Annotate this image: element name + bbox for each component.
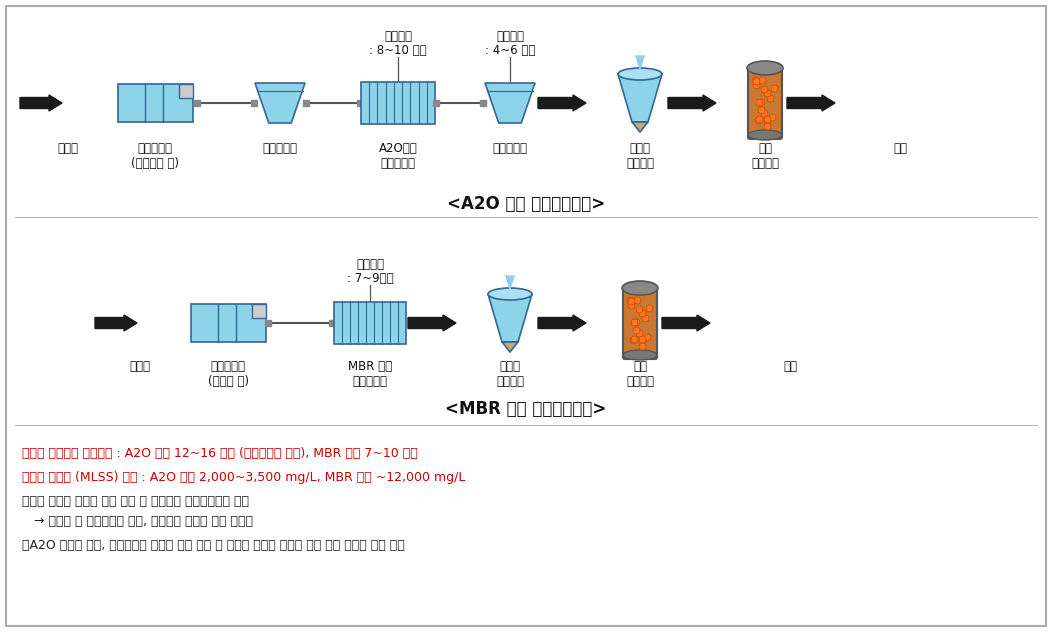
FancyBboxPatch shape xyxy=(623,287,658,359)
Text: 총질소
처리시설: 총질소 처리시설 xyxy=(495,360,524,388)
Text: 체류시간: 체류시간 xyxy=(384,30,412,43)
Text: 체류시간: 체류시간 xyxy=(356,258,384,271)
Text: ・운전 미생물 (MLSS) 농도 : A2O 계열 2,000~3,500 mg/L, MBR 계열 ~12,000 mg/L: ・운전 미생물 (MLSS) 농도 : A2O 계열 2,000~3,500 m… xyxy=(22,471,465,484)
Bar xyxy=(361,82,434,124)
Text: 이차침전조: 이차침전조 xyxy=(492,142,527,155)
FancyArrow shape xyxy=(668,95,716,111)
Bar xyxy=(190,304,265,342)
Text: 총인
처리시설: 총인 처리시설 xyxy=(751,142,778,170)
Ellipse shape xyxy=(748,130,782,140)
Bar xyxy=(179,84,193,98)
Text: : 4~6 시간: : 4~6 시간 xyxy=(485,44,535,57)
Text: 방류: 방류 xyxy=(783,360,797,373)
Text: <A2O 계열 하수캘리시설>: <A2O 계열 하수캘리시설> xyxy=(447,195,605,213)
Text: 총인
처리시설: 총인 처리시설 xyxy=(626,360,654,388)
Text: A2O계열
생물반응조: A2O계열 생물반응조 xyxy=(379,142,418,170)
Text: 유입수: 유입수 xyxy=(58,142,79,155)
FancyArrow shape xyxy=(538,315,586,331)
Polygon shape xyxy=(632,122,648,132)
Text: : 7~9시간: : 7~9시간 xyxy=(347,272,393,285)
Text: 전처리시설
(침사시설 등): 전처리시설 (침사시설 등) xyxy=(132,142,179,170)
FancyArrow shape xyxy=(662,315,710,331)
Ellipse shape xyxy=(622,281,658,295)
Ellipse shape xyxy=(618,68,662,80)
Text: → 공사비 및 유지관리비 증가, 단위공정 증가로 시설 비대화: → 공사비 및 유지관리비 증가, 단위공정 증가로 시설 비대화 xyxy=(22,515,252,528)
Polygon shape xyxy=(618,74,662,122)
FancyArrow shape xyxy=(95,315,137,331)
Text: MBR 계열
생물반응조: MBR 계열 생물반응조 xyxy=(348,360,392,388)
Bar xyxy=(251,304,265,318)
FancyArrow shape xyxy=(408,315,456,331)
Polygon shape xyxy=(502,342,518,352)
Text: ・A2O 계열의 경우, 하수처리수 재이용 시설 도입 시 부유성 고형물 제거를 위한 별도 전처리 시설 필요: ・A2O 계열의 경우, 하수처리수 재이용 시설 도입 시 부유성 고형물 제… xyxy=(22,539,405,552)
Text: 총질소
처리시설: 총질소 처리시설 xyxy=(626,142,654,170)
Text: 유입수: 유입수 xyxy=(129,360,150,373)
Polygon shape xyxy=(485,83,535,123)
Bar xyxy=(333,302,406,344)
FancyArrow shape xyxy=(787,95,835,111)
Text: : 8~10 시간: : 8~10 시간 xyxy=(369,44,427,57)
Bar xyxy=(118,84,193,122)
Text: 전처리시설
(스크린 등): 전처리시설 (스크린 등) xyxy=(207,360,248,388)
Text: 방류: 방류 xyxy=(893,142,907,155)
Text: <MBR 계열 하수캘리시설>: <MBR 계열 하수캘리시설> xyxy=(445,400,607,418)
Polygon shape xyxy=(255,83,305,123)
Text: 일차침전조: 일차침전조 xyxy=(263,142,298,155)
Polygon shape xyxy=(488,294,532,342)
Text: 체류시간: 체류시간 xyxy=(495,30,524,43)
Ellipse shape xyxy=(623,350,658,360)
FancyArrow shape xyxy=(538,95,586,111)
Text: ・기존 고도처리 체류시간 : A2O 계열 12~16 시간 (이차침전지 포함), MBR 계열 7~10 시간: ・기존 고도처리 체류시간 : A2O 계열 12~16 시간 (이차침전지 포… xyxy=(22,447,418,460)
Text: ・향후 방류수 총질소 농도 강화 시 추가적인 질소제거시설 필요: ・향후 방류수 총질소 농도 강화 시 추가적인 질소제거시설 필요 xyxy=(22,495,249,508)
FancyArrow shape xyxy=(20,95,62,111)
Ellipse shape xyxy=(488,288,532,300)
FancyBboxPatch shape xyxy=(748,67,782,139)
Ellipse shape xyxy=(747,61,783,75)
